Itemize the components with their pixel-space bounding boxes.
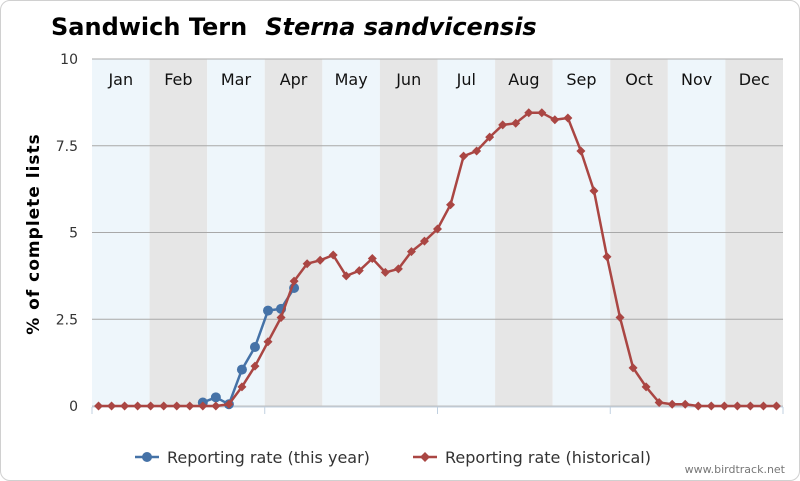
data-point xyxy=(419,236,429,246)
y-axis-label: % of complete lists xyxy=(24,133,44,335)
data-point xyxy=(94,401,104,411)
month-label-mar: Mar xyxy=(221,70,252,89)
data-point xyxy=(563,113,573,123)
data-point xyxy=(133,401,143,411)
data-point xyxy=(576,146,586,156)
data-point xyxy=(641,382,651,392)
data-point xyxy=(224,399,234,409)
chart-title: Sandwich Tern Sterna sandvicensis xyxy=(51,13,537,41)
month-label-jan: Jan xyxy=(107,70,133,89)
data-point xyxy=(236,364,247,375)
month-label-dec: Dec xyxy=(739,70,770,89)
data-point xyxy=(654,398,664,408)
y-tick-label: 10 xyxy=(60,52,78,68)
data-point xyxy=(328,250,338,260)
chart-title-common: Sandwich Tern xyxy=(51,13,247,41)
y-tick-label: 0 xyxy=(69,399,78,415)
data-point xyxy=(211,401,221,411)
data-point xyxy=(667,399,677,409)
data-point xyxy=(732,401,742,411)
data-point xyxy=(550,115,560,125)
data-point xyxy=(380,267,390,277)
y-tick-label: 2.5 xyxy=(56,312,78,328)
data-point xyxy=(393,264,403,274)
data-point xyxy=(745,401,755,411)
month-label-feb: Feb xyxy=(164,70,192,89)
month-label-nov: Nov xyxy=(681,70,712,89)
data-point xyxy=(249,342,260,353)
data-point xyxy=(367,254,377,264)
data-point xyxy=(406,247,416,257)
month-label-sep: Sep xyxy=(566,70,596,89)
data-point xyxy=(680,399,690,409)
y-tick-label: 5 xyxy=(69,226,78,242)
data-point xyxy=(524,108,534,118)
data-point xyxy=(602,252,612,262)
legend: Reporting rate (this year) Reporting rate… xyxy=(135,448,651,467)
data-point xyxy=(537,108,547,118)
data-point xyxy=(120,401,130,411)
data-point xyxy=(302,259,312,269)
legend-marker-circle xyxy=(142,452,152,462)
month-label-jun: Jun xyxy=(395,70,421,89)
data-point xyxy=(159,401,169,411)
month-label-apr: Apr xyxy=(280,70,308,89)
month-label-may: May xyxy=(335,70,368,89)
data-point xyxy=(459,151,469,161)
data-point xyxy=(485,132,495,142)
data-point xyxy=(472,146,482,156)
data-point xyxy=(237,382,247,392)
data-point xyxy=(172,401,182,411)
data-point xyxy=(263,337,273,347)
data-point xyxy=(433,224,442,234)
month-label-aug: Aug xyxy=(508,70,539,89)
month-label-oct: Oct xyxy=(625,70,653,89)
data-point xyxy=(263,305,274,316)
data-point xyxy=(198,401,208,411)
data-point xyxy=(511,118,521,128)
data-point xyxy=(771,401,781,411)
data-point xyxy=(250,361,260,371)
data-point xyxy=(628,363,638,373)
data-point xyxy=(446,200,456,210)
chart-title-species: Sterna sandvicensis xyxy=(265,13,537,41)
month-label-jul: Jul xyxy=(456,70,476,89)
data-point xyxy=(210,392,221,403)
data-point xyxy=(719,401,729,411)
data-point xyxy=(341,271,351,281)
credit-text: www.birdtrack.net xyxy=(685,463,786,476)
data-point xyxy=(146,401,156,411)
data-point xyxy=(758,401,768,411)
data-point xyxy=(354,266,364,276)
data-point xyxy=(185,401,195,411)
data-point xyxy=(289,276,299,286)
data-point xyxy=(706,401,716,411)
data-point xyxy=(498,120,508,130)
data-point xyxy=(276,313,286,323)
data-point xyxy=(693,401,703,411)
legend-label: Reporting rate (historical) xyxy=(445,448,651,467)
y-tick-label: 7.5 xyxy=(56,139,78,155)
data-point xyxy=(589,186,599,196)
data-point xyxy=(615,313,625,323)
legend-label: Reporting rate (this year) xyxy=(167,448,370,467)
data-point xyxy=(315,255,325,265)
legend-marker-diamond xyxy=(420,452,430,462)
data-point xyxy=(107,401,117,411)
